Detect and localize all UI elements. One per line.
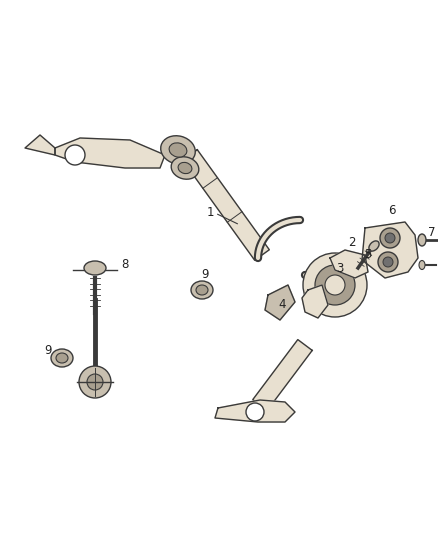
Polygon shape [302, 285, 328, 318]
Ellipse shape [84, 261, 106, 275]
Circle shape [246, 403, 264, 421]
Text: 9: 9 [44, 343, 52, 357]
Polygon shape [265, 285, 295, 320]
Circle shape [315, 265, 355, 305]
Ellipse shape [51, 349, 73, 367]
Ellipse shape [161, 136, 195, 164]
Circle shape [87, 374, 103, 390]
Ellipse shape [171, 157, 199, 179]
Polygon shape [330, 250, 368, 278]
Ellipse shape [196, 285, 208, 295]
Text: 8: 8 [121, 259, 129, 271]
Ellipse shape [418, 234, 426, 246]
Text: 9: 9 [201, 269, 209, 281]
Circle shape [378, 252, 398, 272]
Circle shape [79, 366, 111, 398]
Text: 6: 6 [388, 204, 396, 216]
Polygon shape [362, 222, 418, 278]
Text: 5: 5 [364, 248, 372, 262]
Circle shape [385, 233, 395, 243]
Ellipse shape [419, 261, 425, 270]
Polygon shape [253, 340, 312, 410]
Ellipse shape [169, 143, 187, 157]
Text: 4: 4 [278, 298, 286, 311]
Ellipse shape [178, 163, 192, 174]
Polygon shape [215, 400, 295, 422]
Circle shape [380, 228, 400, 248]
Polygon shape [183, 150, 269, 260]
Circle shape [325, 275, 345, 295]
Circle shape [303, 253, 367, 317]
Circle shape [383, 257, 393, 267]
Ellipse shape [56, 353, 68, 363]
Polygon shape [25, 135, 55, 155]
Text: 1: 1 [206, 206, 214, 220]
Ellipse shape [191, 281, 213, 299]
Text: 3: 3 [336, 262, 344, 274]
Polygon shape [55, 138, 165, 168]
Circle shape [65, 145, 85, 165]
Ellipse shape [369, 241, 379, 251]
Text: 2: 2 [348, 237, 356, 249]
Text: 7: 7 [428, 225, 436, 238]
